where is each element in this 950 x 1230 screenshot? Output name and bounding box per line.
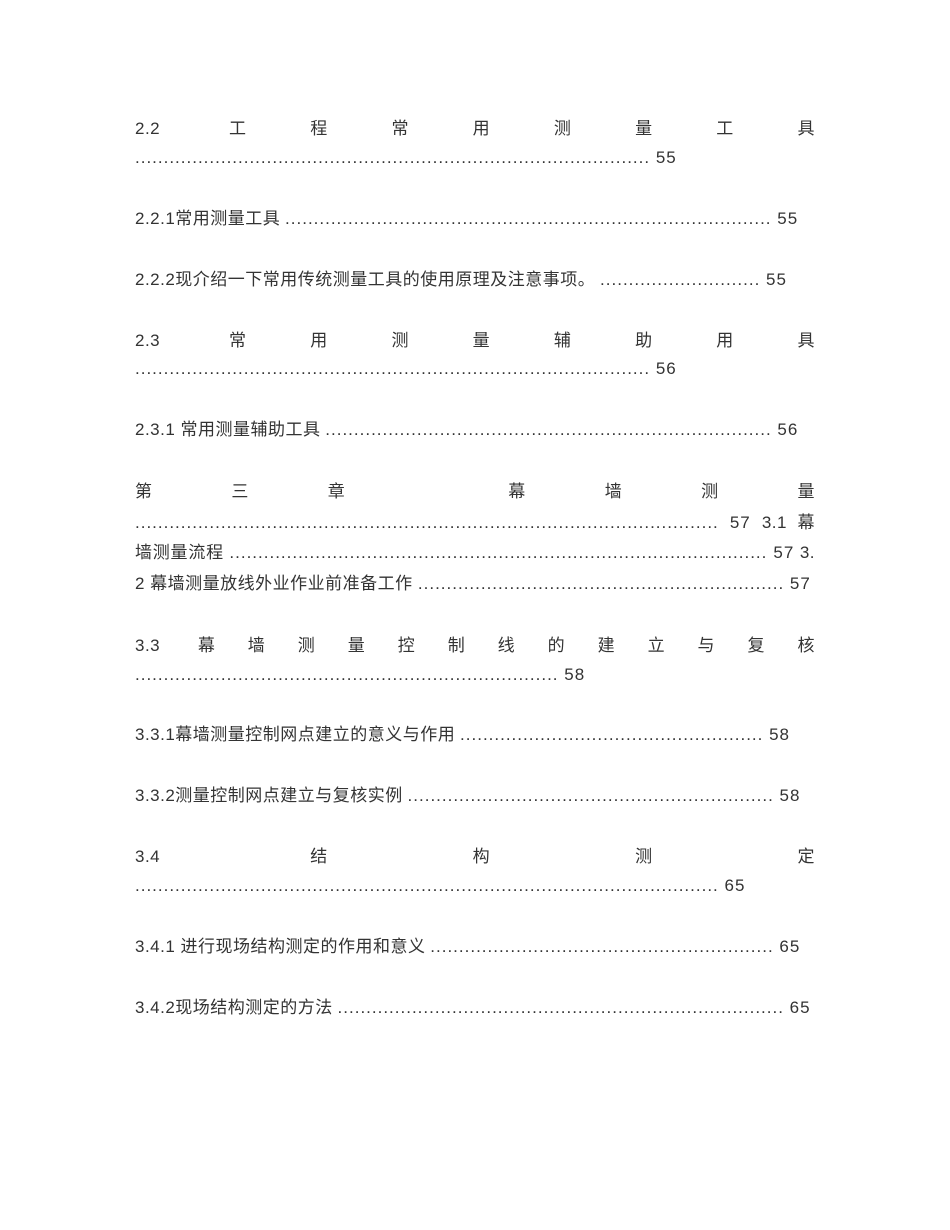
entry-leaders: ........................................… [135, 148, 650, 167]
entry-title: 2.2.1常用测量工具 [135, 209, 280, 228]
toc-entry: 2.3.1 常用测量辅助工具 .........................… [135, 416, 815, 445]
entry-title: 3.4.1 进行现场结构测定的作用和意义 [135, 937, 426, 956]
entry-leaders: ........................................… [430, 937, 773, 956]
entry-page: 56 [650, 359, 677, 378]
toc-entry: 2.2.2现介绍一下常用传统测量工具的使用原理及注意事项。 ..........… [135, 266, 815, 295]
entry-title: 3.3 幕墙测量控制线的建立与复核 [135, 636, 815, 655]
entry-leaders: ........................................… [135, 513, 719, 532]
entry-page: 56 [772, 420, 799, 439]
toc-entry: 3.3.2测量控制网点建立与复核实例 .....................… [135, 782, 815, 811]
entry-page: 58 [559, 665, 586, 684]
entry-leaders: ........................................… [418, 574, 784, 593]
toc-entry: 3.4.2现场结构测定的方法 .........................… [135, 994, 815, 1023]
entry-title: 2.2.2现介绍一下常用传统测量工具的使用原理及注意事项。 [135, 270, 595, 289]
entry-page: 58 [763, 725, 790, 744]
entry-page: 55 [760, 270, 787, 289]
toc-entry: 2.2.1常用测量工具 ............................… [135, 205, 815, 234]
entry-leaders: ........................................… [408, 786, 774, 805]
entry-page: 65 [719, 876, 746, 895]
entry-page: 58 [774, 786, 801, 805]
entry-title: 2.2 工程常用测量工具 [135, 119, 815, 138]
entry-page: 57 [784, 574, 811, 593]
toc-entry: 2.2 工程常用测量工具 ...........................… [135, 115, 815, 173]
toc-entry: 3.4.1 进行现场结构测定的作用和意义 ...................… [135, 933, 815, 962]
entry-leaders: ........................................… [285, 209, 771, 228]
entry-page: 55 [772, 209, 799, 228]
entry-page: 65 [774, 937, 801, 956]
entry-title: 2.3 常用测量辅助用具 [135, 331, 815, 350]
toc-content: 2.2 工程常用测量工具 ...........................… [135, 115, 815, 1023]
entry-page: 55 [650, 148, 677, 167]
entry-leaders: ............................ [600, 270, 760, 289]
toc-entry: 2.3 常用测量辅助用具 ...........................… [135, 327, 815, 385]
entry-page: 57 [767, 543, 794, 562]
entry-title: 第三章 幕墙测量 [135, 482, 815, 501]
entry-leaders: ........................................… [135, 876, 719, 895]
toc-entry: 3.3.1幕墙测量控制网点建立的意义与作用 ..................… [135, 721, 815, 750]
entry-leaders: ........................................… [135, 665, 559, 684]
entry-title: 3.3.1幕墙测量控制网点建立的意义与作用 [135, 725, 455, 744]
entry-leaders: ........................................… [460, 725, 763, 744]
entry-leaders: ........................................… [229, 543, 767, 562]
entry-title: 2.3.1 常用测量辅助工具 [135, 420, 321, 439]
entry-title: 3.4 结构测定 [135, 847, 815, 866]
entry-page: 65 [784, 998, 811, 1017]
toc-entry: 3.3 幕墙测量控制线的建立与复核 ......................… [135, 632, 815, 690]
toc-entry: 3.4 结构测定 ...............................… [135, 843, 815, 901]
entry-title: 3.3.2测量控制网点建立与复核实例 [135, 786, 403, 805]
entry-page: 57 [719, 513, 762, 532]
entry-leaders: ........................................… [325, 420, 771, 439]
entry-title: 3.4.2现场结构测定的方法 [135, 998, 333, 1017]
toc-entry-combo: 第三章 幕墙测量 ...............................… [135, 477, 815, 599]
entry-leaders: ........................................… [135, 359, 650, 378]
entry-leaders: ........................................… [338, 998, 784, 1017]
